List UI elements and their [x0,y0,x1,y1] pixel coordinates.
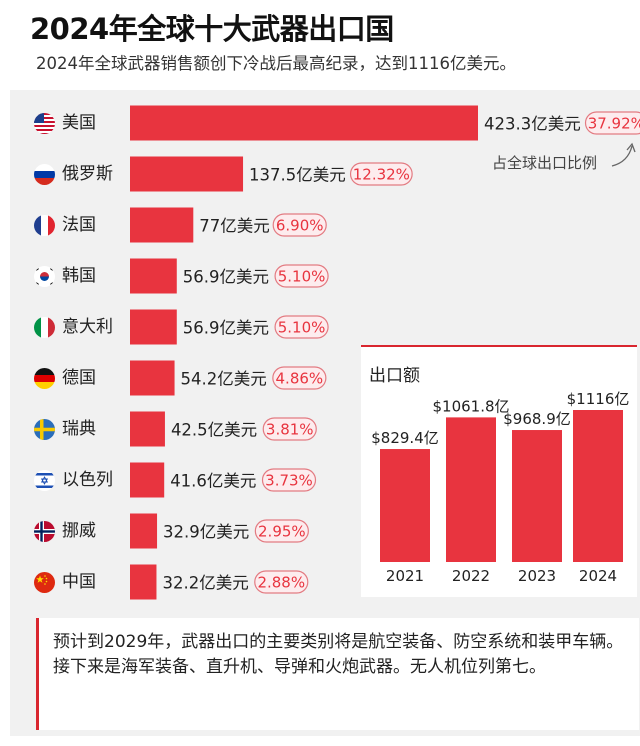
share-pill [274,264,329,288]
forecast-note-box: 预计到2029年，武器出口的主要类别将是航空装备、防空系统和装甲车辆。接下来是海… [36,618,639,730]
forecast-note-text: 预计到2029年，武器出口的主要类别将是航空装备、防空系统和装甲车辆。接下来是海… [53,632,624,677]
france-flag-icon [34,214,55,236]
share-label: 3.81% [266,421,314,439]
country-bar [130,564,157,600]
value-label: 42.5亿美元 [171,421,257,440]
country-bar [130,207,194,243]
share-label: 37.92% [588,115,640,133]
country-name: 以色列 [62,470,113,490]
year-tick-label: 2023 [518,567,556,585]
china-flag-icon [34,571,55,593]
share-label: 2.88% [257,574,305,592]
value-label: 32.9亿美元 [163,523,249,542]
year-bar [380,449,430,562]
share-annotation: 占全球出口比例 [492,154,597,172]
share-label: 5.10% [278,319,326,337]
israel-flag-icon [34,469,55,491]
italy-flag-icon [34,316,55,338]
year-tick-label: 2022 [452,567,490,585]
page-subtitle: 2024年全球武器销售额创下冷战后最高纪录，达到1116亿美元。 [36,54,516,73]
year-bar [446,417,496,562]
country-bar [130,156,244,192]
country-name: 美国 [62,113,96,133]
year-tick-label: 2024 [579,567,617,585]
country-name: 挪威 [62,521,96,541]
country-bar [130,360,175,396]
norway-flag-icon [34,520,55,542]
share-label: 12.32% [353,166,410,184]
share-pill [272,213,327,237]
value-label: 32.2亿美元 [162,574,248,593]
share-label: 2.95% [258,523,306,541]
country-bar [130,513,158,549]
share-pill [274,315,329,339]
country-name: 法国 [62,215,96,235]
year-bar [573,410,623,562]
page-title: 2024年全球十大武器出口国 [30,12,394,46]
annotation-arrow-icon [611,145,633,167]
share-pill [262,417,317,441]
country-name: 德国 [62,368,96,388]
share-label: 6.90% [276,217,324,235]
value-label: 56.9亿美元 [183,319,269,338]
share-pill [254,570,309,594]
share-label: 3.73% [265,472,313,490]
share-pill [272,366,327,390]
share-pill [584,111,640,135]
country-bar [130,462,165,498]
russia-flag-icon [34,163,55,185]
country-name: 韩国 [62,266,96,286]
usa-flag-icon [34,112,55,134]
share-pill [261,468,317,492]
value-label: 54.2亿美元 [181,370,267,389]
year-tick-label: 2021 [386,567,424,585]
sweden-flag-icon [34,418,55,440]
export-total-title: 出口额 [369,366,420,386]
germany-flag-icon [34,367,55,389]
country-name: 瑞典 [62,419,96,439]
country-bar [130,105,478,141]
share-label: 4.86% [276,370,324,388]
country-bar [130,411,165,447]
country-name: 意大利 [62,317,113,337]
country-name: 中国 [62,572,96,592]
share-label: 5.10% [278,268,326,286]
value-label: 77亿美元 [199,217,269,236]
country-bar [130,258,177,294]
share-pill [254,519,309,543]
year-value-label: $968.9亿 [503,410,571,428]
country-bar [130,309,177,345]
year-value-label: $1061.8亿 [432,397,509,415]
year-bar [512,430,562,562]
value-label: 423.3亿美元 [484,115,581,134]
year-value-label: $1116亿 [567,390,630,408]
annotation-arrowhead-icon [626,142,636,153]
country-name: 俄罗斯 [62,164,113,184]
year-value-label: $829.4亿 [371,429,439,447]
share-pill [349,162,413,186]
value-label: 137.5亿美元 [249,166,346,185]
value-label: 56.9亿美元 [183,268,269,287]
value-label: 41.6亿美元 [170,472,256,491]
korea-flag-icon [34,265,55,287]
